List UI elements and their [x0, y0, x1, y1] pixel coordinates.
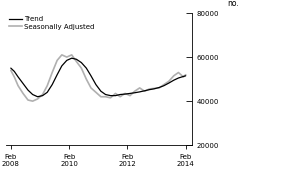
Y-axis label: no.: no.: [227, 0, 239, 8]
Legend: Trend, Seasonally Adjusted: Trend, Seasonally Adjusted: [6, 14, 97, 33]
